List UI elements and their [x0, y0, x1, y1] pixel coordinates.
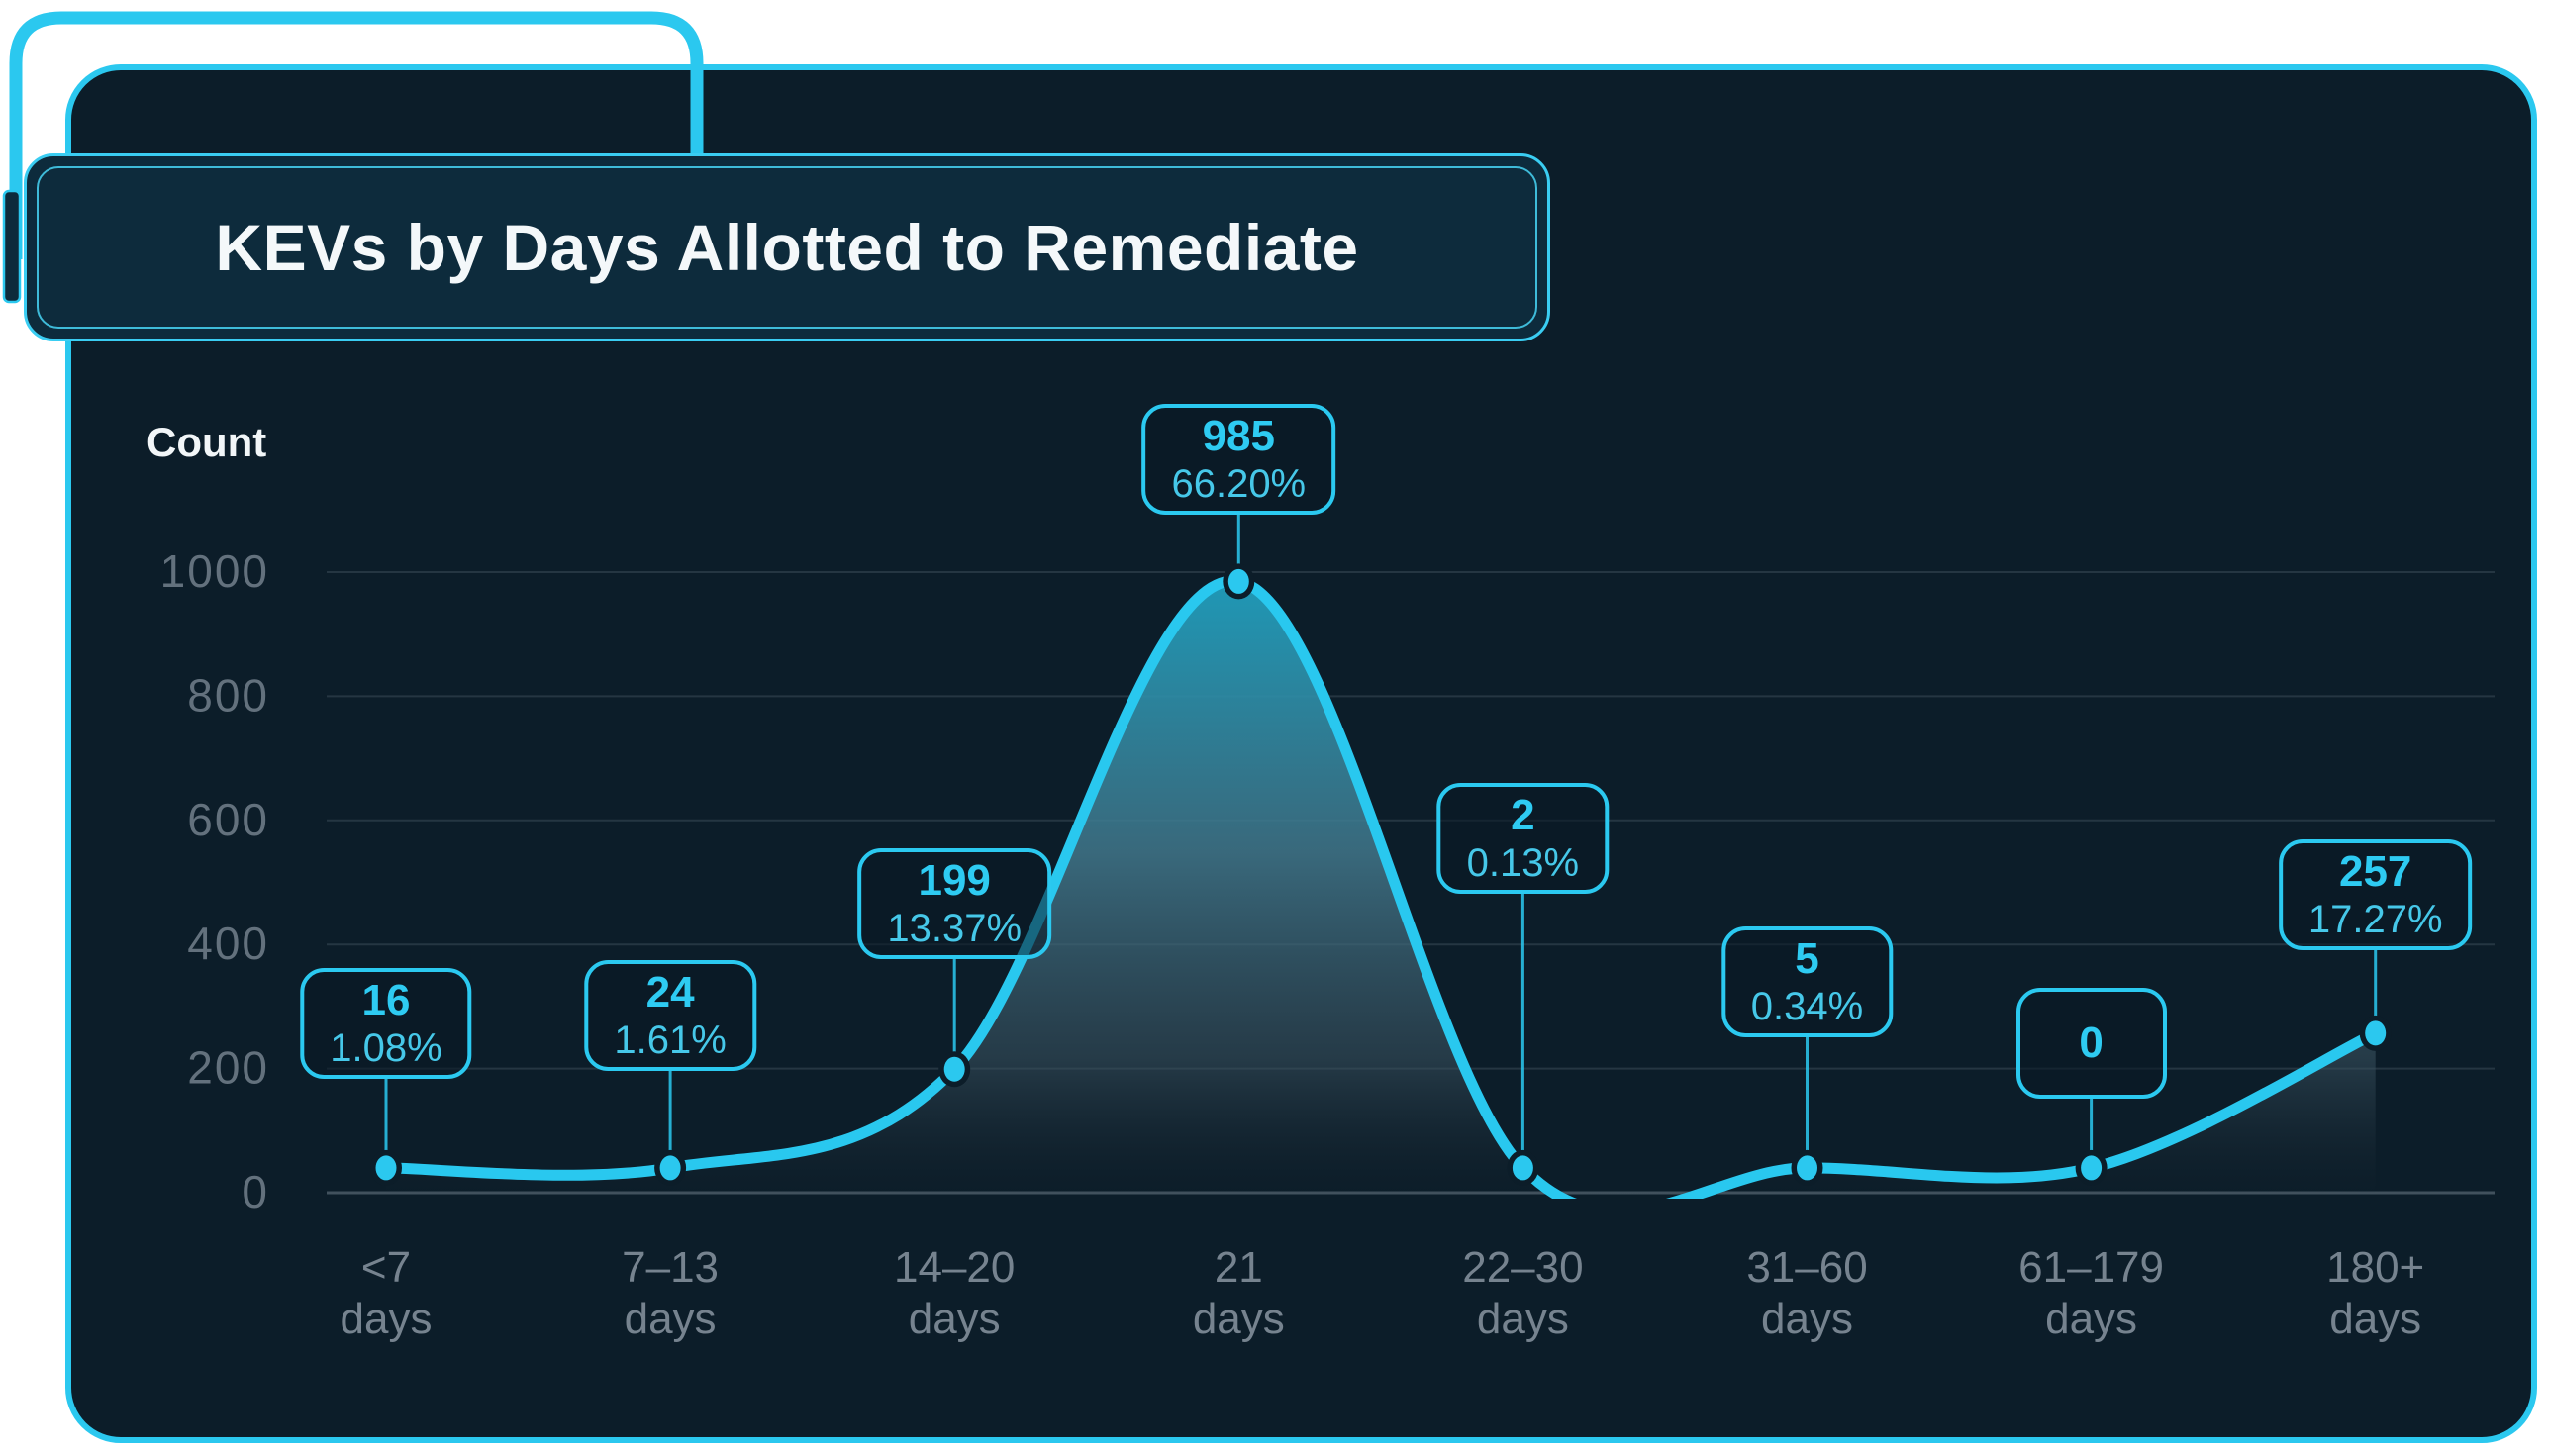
callout-connectors [384, 513, 2378, 1151]
callout: 5 0.34% [1720, 925, 1894, 1037]
callout-count: 0 [2079, 1018, 2104, 1067]
data-point-dots [370, 563, 2392, 1186]
callout: 24 1.61% [584, 959, 756, 1071]
title-box: KEVs by Days Allotted to Remediate [24, 153, 1550, 341]
callout-percent: 0.13% [1466, 840, 1580, 885]
x-tick-label: 7–13 days [622, 1243, 719, 1343]
y-axis-ticks: 1000 800 600 400 200 0 [160, 545, 269, 1217]
y-tick-label: 600 [187, 794, 269, 845]
callout: 16 1.08% [300, 967, 472, 1079]
data-point-dot[interactable] [943, 1056, 965, 1082]
callout: 2 0.13% [1436, 782, 1610, 894]
decorative-bracket [9, 11, 704, 337]
chart-area [386, 581, 2376, 1199]
data-point-dot[interactable] [2365, 1020, 2387, 1046]
callout-count: 16 [361, 975, 411, 1024]
data-point-dot[interactable] [1512, 1155, 1533, 1181]
callout-percent: 17.27% [2307, 897, 2443, 941]
data-point-dot[interactable] [375, 1155, 397, 1181]
x-tick-label: 14–20 days [894, 1243, 1015, 1343]
data-point-dot[interactable] [2081, 1155, 2103, 1181]
chart-line [380, 575, 2382, 1199]
callout-percent: 13.37% [887, 907, 1023, 951]
callout: 199 13.37% [857, 848, 1052, 960]
callout-count: 199 [918, 856, 991, 906]
callout-count: 24 [645, 967, 695, 1017]
data-point-dot[interactable] [1797, 1155, 1817, 1181]
callout-count: 2 [1511, 790, 1535, 839]
y-tick-label: 800 [187, 669, 269, 721]
y-axis-title: Count [147, 419, 267, 465]
y-tick-label: 1000 [160, 545, 269, 597]
y-tick-label: 400 [187, 918, 269, 969]
page-title: KEVs by Days Allotted to Remediate [215, 211, 1359, 284]
x-tick-label: <7 days [341, 1243, 433, 1343]
callout-percent: 0.34% [1750, 984, 1864, 1028]
data-point-dot[interactable] [659, 1155, 681, 1181]
callout: 0 [2015, 987, 2167, 1099]
x-tick-label: 31–60 days [1746, 1243, 1867, 1343]
x-tick-label: 22–30 days [1462, 1243, 1583, 1343]
callout-count: 5 [1795, 933, 1819, 983]
data-point-dot[interactable] [1227, 568, 1249, 594]
callout-percent: 1.61% [614, 1018, 727, 1062]
callout: 257 17.27% [2278, 838, 2473, 950]
x-tick-label: 180+ days [2326, 1243, 2424, 1343]
y-tick-label: 0 [242, 1166, 269, 1217]
callout-count: 985 [1202, 412, 1276, 461]
callout-count: 257 [2338, 846, 2412, 896]
bracket-side-tab [2, 189, 22, 304]
y-tick-label: 200 [187, 1042, 269, 1094]
x-tick-label: 21 days [1193, 1243, 1285, 1343]
callout-percent: 1.08% [330, 1025, 442, 1070]
x-tick-label: 61–179 days [2018, 1243, 2164, 1343]
callout-percent: 66.20% [1171, 462, 1307, 507]
callout: 985 66.20% [1141, 404, 1336, 516]
x-axis-ticks: <7 days 7–13 days 14–20 days 21 days 22–30 days 31… [341, 1243, 2425, 1343]
